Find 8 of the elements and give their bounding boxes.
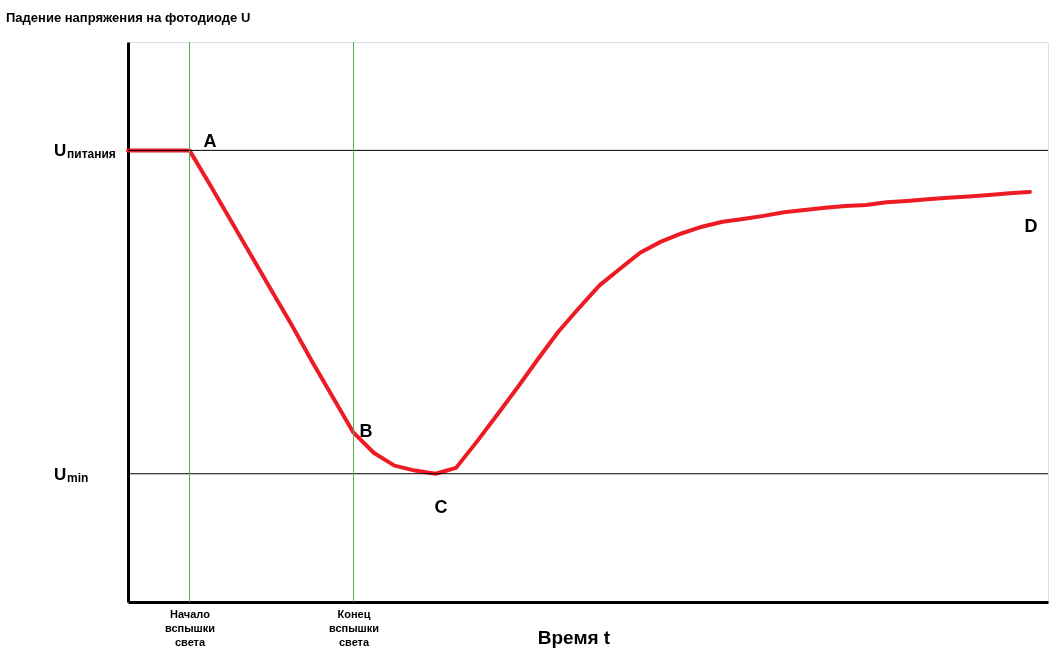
annotation: A xyxy=(203,131,217,151)
annotation: D xyxy=(1024,216,1038,236)
annotation: C xyxy=(434,497,448,517)
x-tick-label: Конец вспышки света xyxy=(328,607,380,648)
annotation: B xyxy=(359,421,373,441)
x-tick-label: Начало вспышки света xyxy=(164,607,216,648)
x-axis-title: Время t xyxy=(537,627,611,648)
text: Падение напряжения на фотодиоде U xyxy=(6,10,251,25)
